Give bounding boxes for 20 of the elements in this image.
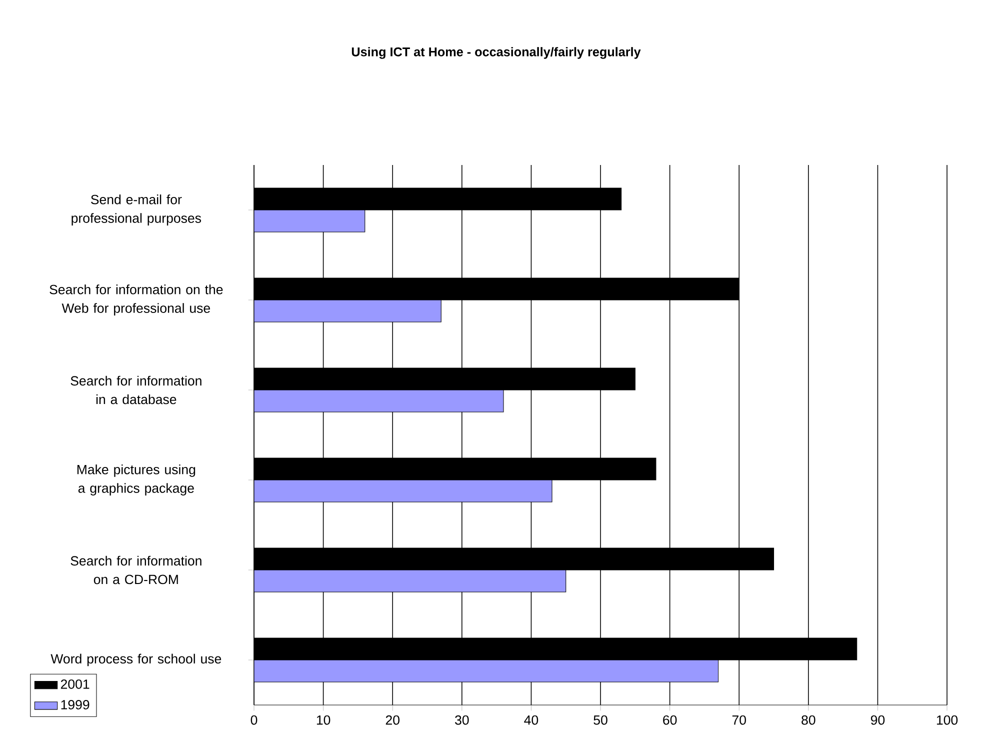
x-tick-label: 60 <box>663 715 677 725</box>
x-tick-label: 90 <box>870 715 885 725</box>
y-tick-label: Search for information in a database <box>70 376 202 404</box>
x-tick-label: 30 <box>455 715 469 725</box>
x-tick-label: 50 <box>594 715 608 725</box>
x-tick-label: 80 <box>802 715 816 725</box>
y-tick-label: Send e-mail for professional purposes <box>72 194 202 226</box>
x-tick-label: 0 <box>250 715 258 725</box>
x-tick-label: 10 <box>316 715 330 725</box>
x-tick-label: 40 <box>524 715 538 725</box>
y-tick-label: Search for information on a CD-ROM <box>70 556 202 584</box>
x-tick-label: 100 <box>936 715 958 725</box>
legend-label: 2001 <box>60 679 90 689</box>
x-tick-label: 20 <box>386 715 400 725</box>
legend-label: 1999 <box>61 700 90 710</box>
x-tick-label: 70 <box>732 715 746 725</box>
y-tick-label: Search for information on the Web for professional use <box>50 284 223 316</box>
y-tick-label: Word process for school use <box>50 654 222 666</box>
y-tick-label: Make pictures using a graphics package <box>77 464 196 496</box>
chart-title: Using ICT at Home - occasionally/fairly regularly <box>352 46 641 59</box>
